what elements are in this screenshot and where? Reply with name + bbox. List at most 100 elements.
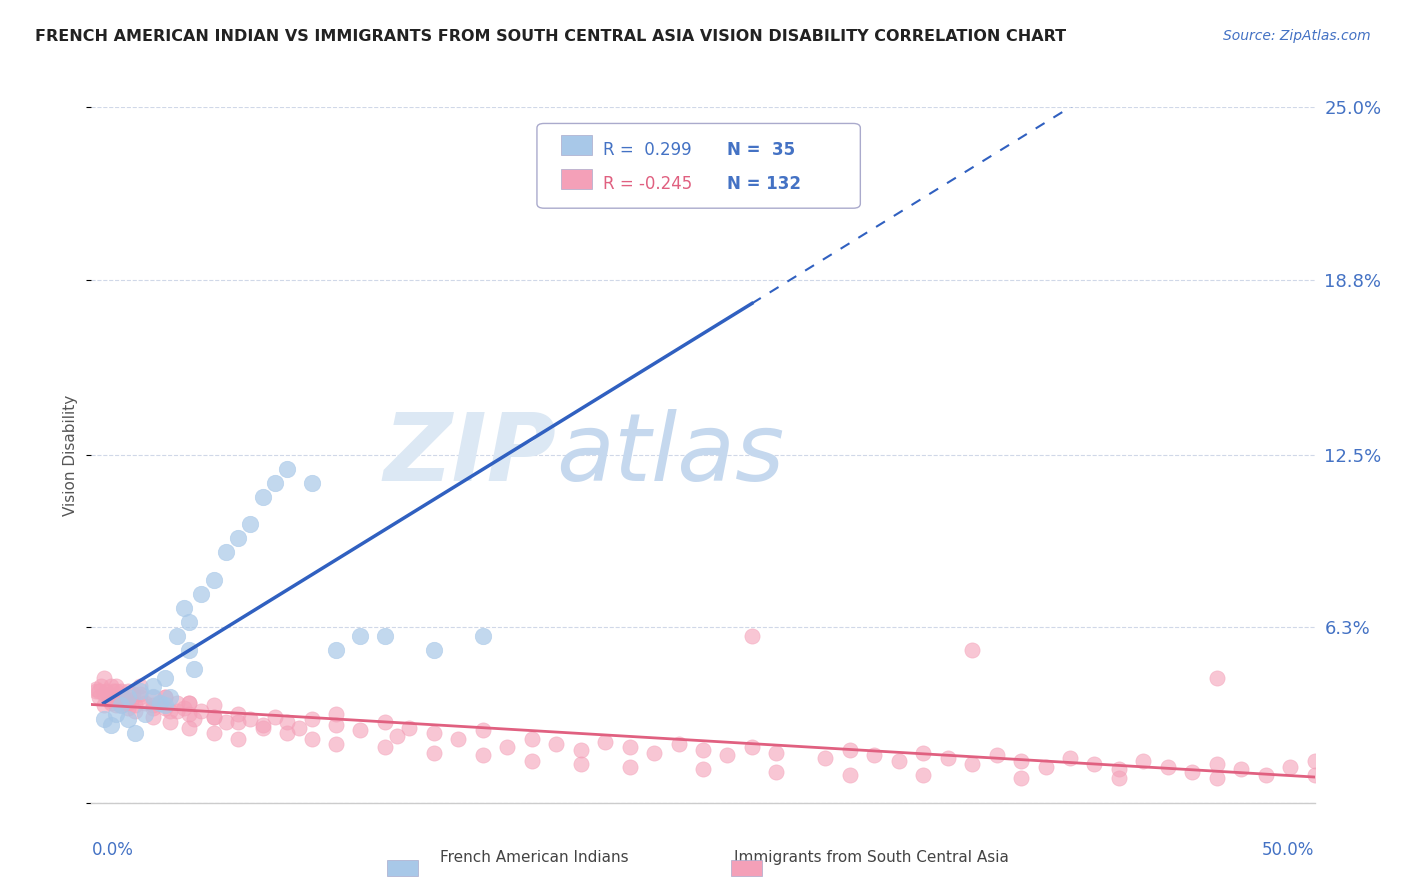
Point — [215, 545, 238, 559]
Point — [1230, 763, 1253, 777]
Point — [100, 696, 122, 710]
Point — [93, 687, 115, 701]
Point — [668, 737, 690, 751]
Point — [1205, 671, 1227, 685]
Point — [179, 696, 201, 710]
Point — [423, 642, 446, 657]
Point — [1035, 759, 1057, 773]
Point — [93, 712, 115, 726]
Point — [301, 475, 323, 490]
Point — [1157, 759, 1180, 773]
Point — [264, 709, 287, 723]
Point — [1205, 771, 1227, 785]
Point — [252, 718, 274, 732]
Point — [179, 706, 201, 721]
Point — [110, 698, 132, 713]
Point — [124, 704, 146, 718]
Point — [226, 532, 249, 546]
Point — [153, 671, 176, 685]
Y-axis label: Vision Disability: Vision Disability — [63, 394, 79, 516]
Point — [110, 693, 132, 707]
Point — [765, 765, 787, 780]
Point — [159, 715, 181, 730]
Point — [1083, 756, 1105, 771]
Point — [104, 679, 127, 693]
Point — [103, 684, 125, 698]
Point — [134, 706, 156, 721]
Point — [520, 731, 543, 746]
Text: R =  0.299: R = 0.299 — [603, 141, 692, 160]
Point — [141, 679, 163, 693]
Point — [349, 723, 371, 738]
Point — [166, 629, 188, 643]
Point — [129, 690, 152, 704]
Point — [112, 690, 135, 704]
Point — [1108, 763, 1130, 777]
Point — [741, 629, 763, 643]
Point — [936, 751, 959, 765]
Point — [153, 698, 176, 713]
Point — [226, 706, 249, 721]
Point — [986, 748, 1008, 763]
Point — [159, 704, 181, 718]
Point — [190, 704, 212, 718]
Point — [912, 768, 935, 782]
Point — [141, 701, 163, 715]
Point — [87, 684, 110, 698]
Point — [226, 731, 249, 746]
Point — [117, 684, 139, 698]
Point — [141, 690, 163, 704]
Point — [471, 629, 494, 643]
Point — [1010, 771, 1032, 785]
Point — [863, 748, 886, 763]
Point — [374, 715, 396, 730]
Point — [301, 712, 323, 726]
Point — [117, 696, 139, 710]
Point — [94, 684, 117, 698]
Point — [887, 754, 910, 768]
Point — [226, 715, 249, 730]
Point — [104, 698, 127, 713]
Point — [179, 615, 201, 629]
Point — [153, 690, 176, 704]
Point — [100, 693, 122, 707]
Point — [166, 704, 188, 718]
Point — [90, 679, 112, 693]
Point — [110, 684, 132, 698]
Point — [741, 740, 763, 755]
Point — [179, 696, 201, 710]
Point — [141, 698, 163, 713]
Point — [716, 748, 738, 763]
Point — [149, 696, 172, 710]
Point — [1303, 768, 1326, 782]
Point — [97, 690, 120, 704]
Text: French American Indians: French American Indians — [440, 850, 628, 865]
Point — [1254, 768, 1277, 782]
Point — [179, 721, 201, 735]
Point — [93, 698, 115, 713]
Point — [325, 737, 347, 751]
Point — [202, 698, 225, 713]
Point — [569, 756, 592, 771]
Point — [374, 740, 396, 755]
Point — [325, 706, 347, 721]
Point — [104, 690, 127, 704]
Point — [447, 731, 470, 746]
Point — [398, 721, 420, 735]
Text: 50.0%: 50.0% — [1263, 841, 1315, 859]
Point — [276, 715, 298, 730]
Point — [385, 729, 409, 743]
Point — [1279, 759, 1302, 773]
Point — [124, 698, 146, 713]
Point — [252, 721, 274, 735]
Text: FRENCH AMERICAN INDIAN VS IMMIGRANTS FROM SOUTH CENTRAL ASIA VISION DISABILITY C: FRENCH AMERICAN INDIAN VS IMMIGRANTS FRO… — [35, 29, 1066, 44]
Point — [190, 587, 212, 601]
Point — [741, 184, 763, 198]
Point — [202, 726, 225, 740]
Point — [374, 629, 396, 643]
Point — [276, 462, 298, 476]
Point — [423, 746, 446, 760]
Point — [325, 642, 347, 657]
Point — [619, 740, 641, 755]
Point — [838, 768, 860, 782]
